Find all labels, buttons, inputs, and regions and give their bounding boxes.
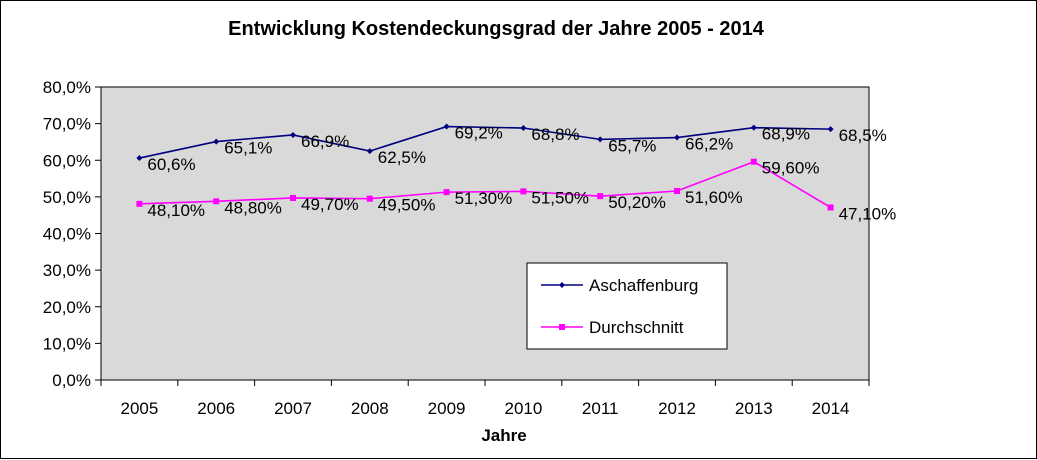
data-point [213, 138, 220, 145]
x-tick-label: 2012 [658, 399, 696, 418]
data-label: 47,10% [839, 204, 897, 223]
legend-label: Durchschnitt [589, 318, 684, 337]
legend: Aschaffenburg Durchschnitt [526, 262, 728, 350]
data-point [750, 158, 757, 165]
data-label: 51,50% [531, 188, 589, 207]
series-layer [136, 123, 834, 211]
data-label: 49,70% [301, 195, 359, 214]
x-tick-label: 2013 [735, 399, 773, 418]
data-label: 65,7% [608, 136, 656, 155]
y-tick-label: 20,0% [43, 298, 91, 317]
x-tick-label: 2005 [120, 399, 158, 418]
data-point [443, 189, 450, 196]
data-point [366, 195, 373, 202]
data-point [213, 198, 220, 205]
y-tick-label: 80,0% [43, 78, 91, 97]
legend-label: Aschaffenburg [589, 276, 698, 295]
chart-title: Entwicklung Kostendeckungsgrad der Jahre… [228, 18, 765, 40]
y-tick-label: 10,0% [43, 334, 91, 353]
x-axis-title: Jahre [481, 426, 526, 445]
data-point [674, 134, 680, 141]
y-tick-label: 30,0% [43, 261, 91, 280]
data-label: 49,50% [378, 196, 436, 215]
data-point [750, 124, 757, 131]
data-point [290, 131, 296, 138]
data-label: 65,1% [224, 139, 272, 158]
x-tick-label: 2010 [504, 399, 542, 418]
data-label: 50,20% [608, 193, 666, 212]
data-label: 68,5% [839, 126, 887, 145]
series-line-aschaffenburg [139, 125, 831, 159]
x-tick-label: 2008 [351, 399, 389, 418]
data-point [827, 204, 834, 211]
data-point [136, 155, 143, 162]
data-point [827, 126, 834, 133]
data-point [136, 200, 143, 207]
data-label: 59,60% [762, 159, 820, 178]
data-label: 51,60% [685, 188, 743, 207]
data-label: 51,30% [455, 189, 513, 208]
data-label: 66,9% [301, 132, 349, 151]
data-point [520, 125, 527, 132]
data-label: 68,8% [531, 125, 579, 144]
data-point [290, 194, 296, 201]
data-point [443, 123, 450, 130]
data-label: 69,2% [455, 124, 503, 143]
x-tick-label: 2007 [274, 399, 312, 418]
x-tick-label: 2006 [197, 399, 235, 418]
legend-box [526, 262, 728, 350]
data-label: 60,6% [147, 155, 195, 174]
data-label: 62,5% [378, 148, 426, 167]
data-point [520, 188, 527, 195]
y-tick-label: 50,0% [43, 188, 91, 207]
y-tick-label: 60,0% [43, 151, 91, 170]
legend-marker [559, 324, 565, 330]
axes-layer: 0,0% 10,0% 20,0% 30,0% 40,0% 50,0% 60,0% 70,0% 8… [43, 78, 870, 418]
y-tick-label: 40,0% [43, 225, 91, 244]
data-label: 48,10% [147, 201, 205, 220]
data-label: 48,80% [224, 198, 282, 217]
plot-area [100, 86, 870, 381]
y-tick-label: 0,0% [52, 371, 91, 390]
data-point [366, 148, 373, 155]
y-tick-label: 70,0% [43, 115, 91, 134]
x-tick-label: 2011 [582, 399, 619, 418]
data-label: 66,2% [685, 135, 733, 154]
legend-marker [559, 282, 565, 288]
x-tick-label: 2009 [428, 399, 466, 418]
x-tick-label: 2014 [812, 399, 850, 418]
data-point [674, 188, 680, 195]
series-line-durchschnitt [139, 160, 832, 209]
data-point [597, 136, 604, 143]
data-label: 68,9% [762, 125, 810, 144]
labels-layer: 60,6% 65,1% 66,9% 62,5% 69,2% 68,8% 65,7% 66,2%… [147, 124, 896, 224]
data-point [597, 193, 604, 200]
